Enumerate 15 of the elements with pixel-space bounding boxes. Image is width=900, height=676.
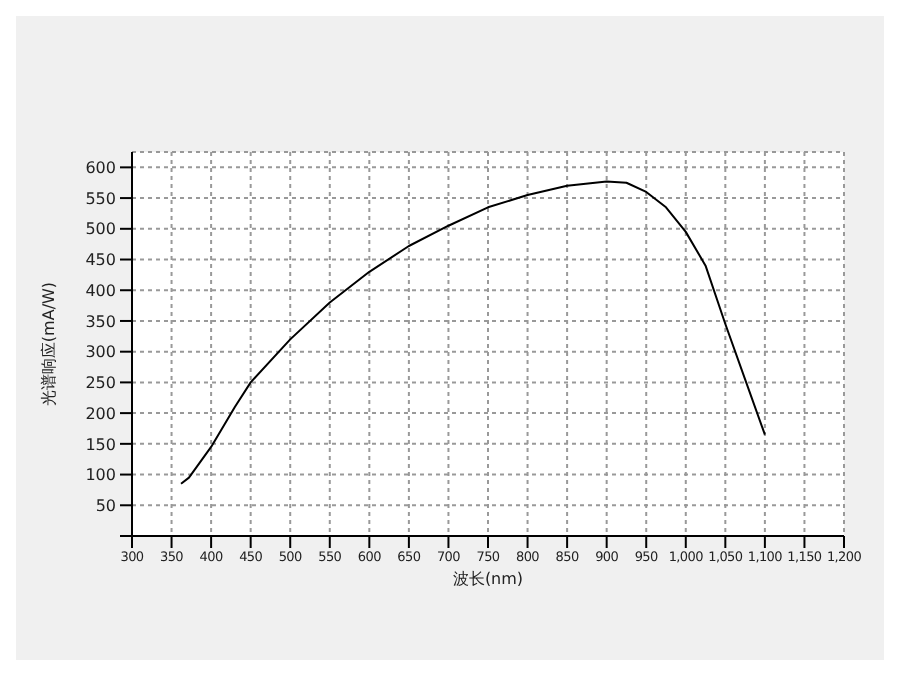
y-tick-label: 100 <box>85 466 116 485</box>
y-tick-label: 50 <box>95 496 116 515</box>
y-tick-label: 400 <box>85 281 116 300</box>
y-tick-label: 450 <box>85 251 116 270</box>
y-tick-label: 500 <box>85 220 116 239</box>
line-series <box>180 180 766 485</box>
x-axis-title: 波长(nm) <box>452 570 524 588</box>
y-tick-label: 300 <box>85 343 116 362</box>
y-tick-label: 600 <box>85 159 116 178</box>
y-tick-label: 550 <box>85 189 116 208</box>
y-tick-label: 250 <box>85 374 116 393</box>
y-axis-title: 光谱响应(mA/W) <box>39 281 58 407</box>
y-tick-label: 200 <box>85 404 116 423</box>
y-tick-label: 350 <box>85 312 116 331</box>
y-tick-label: 150 <box>85 435 116 454</box>
